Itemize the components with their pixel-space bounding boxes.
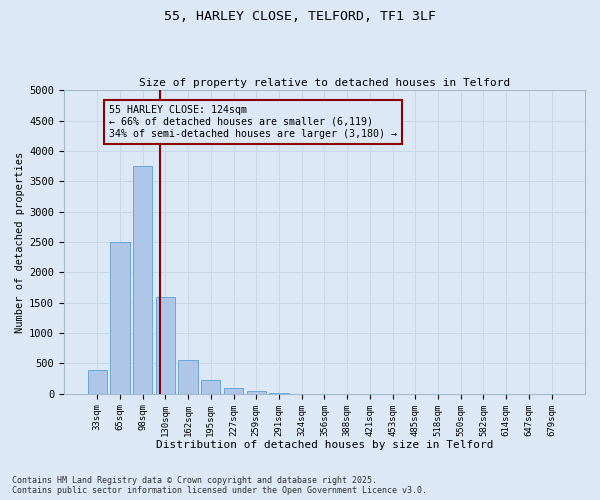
Bar [156, 296, 175, 394]
Text: Contains HM Land Registry data © Crown copyright and database right 2025.
Contai: Contains HM Land Registry data © Crown c… [12, 476, 427, 495]
Title: Size of property relative to detached houses in Telford: Size of property relative to detached ho… [139, 78, 510, 88]
Bar [110, 242, 130, 394]
X-axis label: Distribution of detached houses by size in Telford: Distribution of detached houses by size … [155, 440, 493, 450]
Bar [224, 388, 243, 394]
Text: 55, HARLEY CLOSE, TELFORD, TF1 3LF: 55, HARLEY CLOSE, TELFORD, TF1 3LF [164, 10, 436, 23]
Bar [269, 393, 289, 394]
Bar [88, 370, 107, 394]
Bar [178, 360, 198, 394]
Bar [201, 380, 220, 394]
Bar [247, 392, 266, 394]
Bar [133, 166, 152, 394]
Text: 55 HARLEY CLOSE: 124sqm
← 66% of detached houses are smaller (6,119)
34% of semi: 55 HARLEY CLOSE: 124sqm ← 66% of detache… [109, 106, 397, 138]
Y-axis label: Number of detached properties: Number of detached properties [15, 152, 25, 332]
